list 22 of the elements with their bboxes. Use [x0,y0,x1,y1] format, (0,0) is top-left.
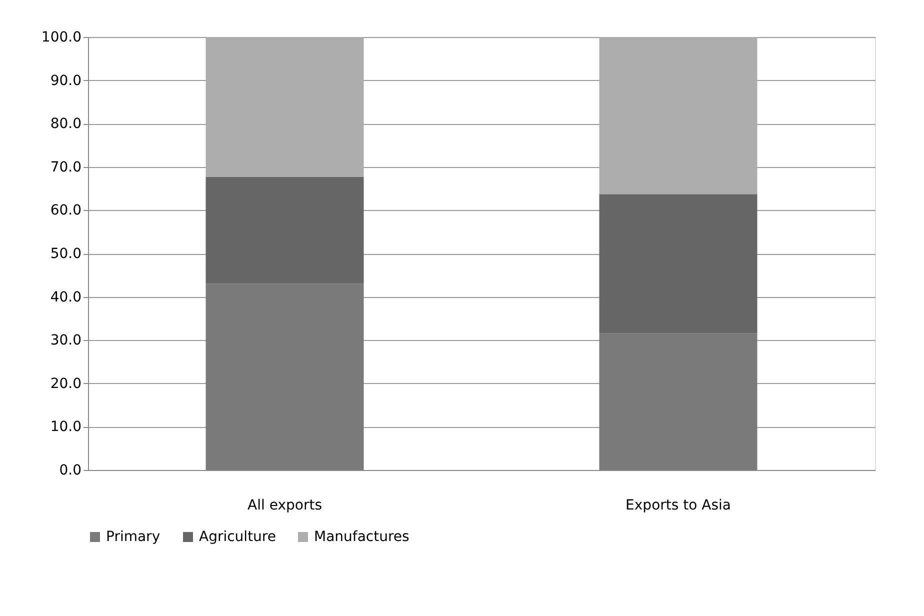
y-tick-label: 80.0 [50,116,82,132]
legend-label: Primary [106,529,160,545]
y-tick-label: 70.0 [50,159,82,176]
y-tick-label: 50.0 [50,246,82,262]
bar [599,194,758,334]
bar [206,37,364,177]
bar [206,284,364,470]
bar [599,333,758,470]
y-tick-label: 30.0 [50,332,82,349]
y-tick-label: 60.0 [50,202,82,219]
bar [206,176,364,284]
y-tick-label: 90.0 [50,72,82,89]
y-tick-label: 10.0 [50,419,82,436]
bar [599,37,758,194]
legend-label: Agriculture [199,529,276,545]
x-tick-label: All exports [248,498,322,514]
y-tick-label: 40.0 [50,289,82,306]
y-tick-label: 20.0 [50,376,82,392]
x-tick-label: Exports to Asia [626,498,731,514]
y-tick-label: 0.0 [59,462,82,478]
y-tick-label: 100.0 [41,30,82,46]
legend-label: Manufactures [314,529,410,545]
